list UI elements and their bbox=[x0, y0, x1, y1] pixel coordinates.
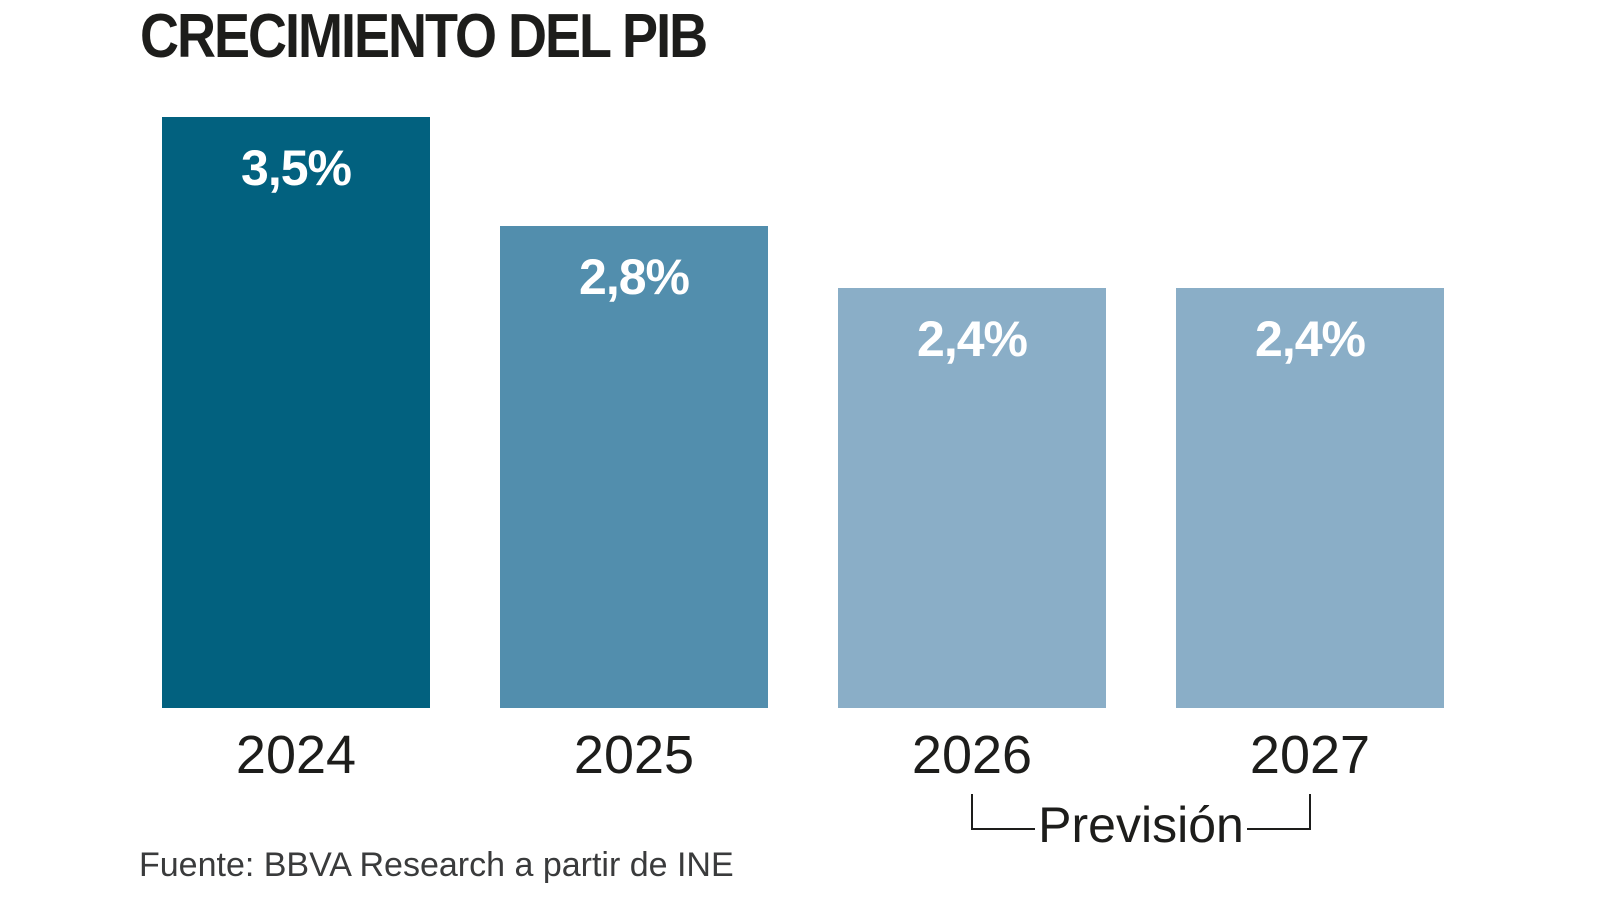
source-note: Fuente: BBVA Research a partir de INE bbox=[139, 846, 734, 884]
x-tick-2027: 2027 bbox=[1249, 725, 1371, 785]
x-tick-2024: 2024 bbox=[235, 725, 357, 785]
bracket-right-vertical bbox=[1309, 794, 1311, 830]
bar-2024: 3,5% bbox=[162, 117, 430, 708]
x-tick-2026: 2026 bbox=[911, 725, 1033, 785]
forecast-label: Previsión bbox=[1038, 797, 1244, 853]
bar-2027: 2,4% bbox=[1176, 288, 1444, 708]
x-tick-2025: 2025 bbox=[573, 725, 695, 785]
bracket-left-horizontal bbox=[971, 828, 1035, 830]
bracket-left-vertical bbox=[971, 794, 973, 830]
bar-value-label-2025: 2,8% bbox=[579, 249, 690, 305]
bar-value-label-2024: 3,5% bbox=[241, 140, 352, 196]
bar-2025: 2,8% bbox=[500, 226, 768, 708]
bar-2026: 2,4% bbox=[838, 288, 1106, 708]
bracket-right-horizontal bbox=[1247, 828, 1311, 830]
chart-title: CRECIMIENTO DEL PIB bbox=[140, 1, 708, 71]
bar-value-label-2027: 2,4% bbox=[1255, 311, 1366, 367]
bar-value-label-2026: 2,4% bbox=[917, 311, 1028, 367]
